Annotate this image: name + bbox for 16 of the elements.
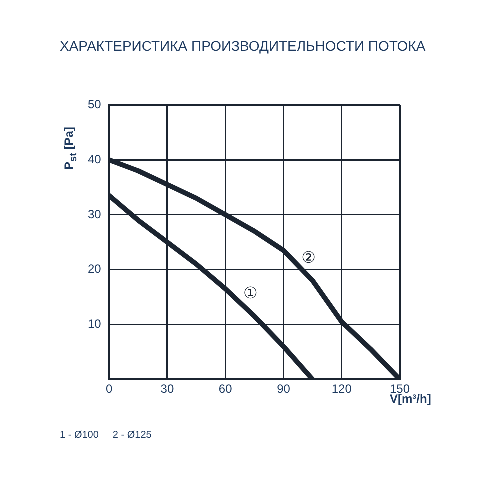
series-label: ①: [244, 284, 258, 303]
x-tick-label: 120: [332, 382, 352, 396]
text: 2 - Ø125: [112, 430, 152, 441]
x-tick-label: 60: [218, 382, 233, 396]
y-tick-label: 30: [88, 207, 102, 222]
text: 1 - Ø100: [60, 430, 99, 441]
y-tick-label: 40: [88, 152, 102, 166]
chart-title: ХАРАКТЕРИСТИКА ПРОИЗВОДИТЕЛЬНОСТИ ПОТОКА: [60, 38, 426, 54]
x-axis-title: V[m³/h]: [390, 392, 432, 406]
y-tick-label: 20: [88, 262, 102, 276]
x-tick-label: 90: [277, 382, 291, 396]
x-tick-label: 0: [106, 382, 114, 396]
y-tick-label: 10: [88, 317, 102, 332]
y-tick-label: 50: [88, 98, 102, 112]
x-tick-label: 30: [160, 382, 174, 396]
series-label: ②: [302, 248, 316, 267]
